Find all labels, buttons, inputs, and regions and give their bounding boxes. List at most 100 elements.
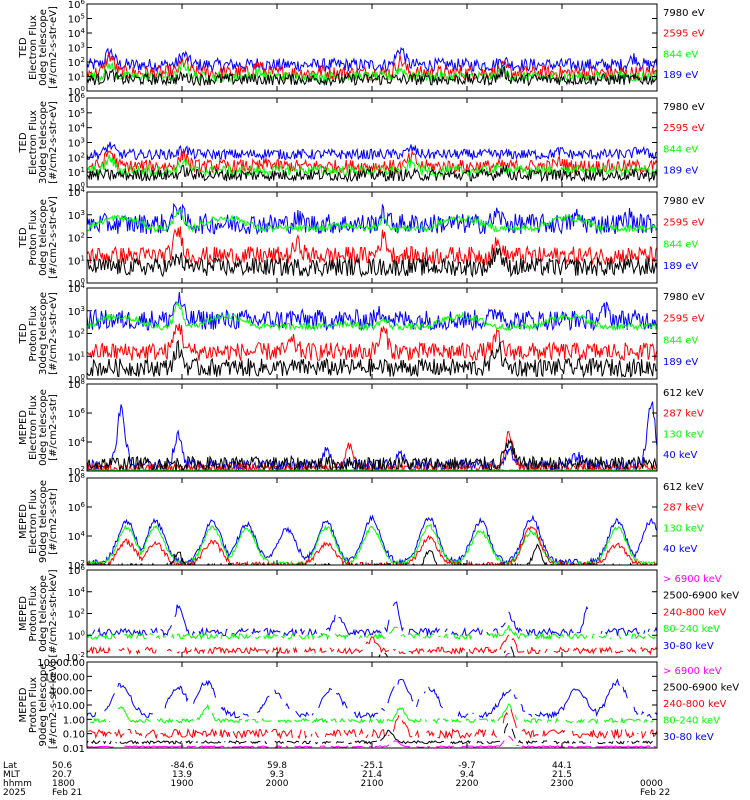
panel-7-legend-2: 2500-6900 keV [663,591,739,602]
panel-7-ytick-label: 102 [68,608,85,621]
panel-3-ytick-label: 102 [68,232,85,245]
panel-1-ytick-label: 104 [68,27,86,40]
xaxis-tick-label: 13.9 [172,770,192,780]
xaxis-tick-label: -84.6 [170,761,194,771]
panel-7-ytick-label: 10-2 [65,651,85,664]
xaxis-tick-label: -9.7 [458,761,476,771]
panel-2-ytick-label: 106 [68,92,86,105]
panel-4-ytick-label: 104 [68,282,86,295]
xaxis-row-label: Lat [3,761,18,771]
xaxis-row-label: hhmm [3,779,32,789]
panel-2-ytick-label: 100 [68,181,85,194]
panel-6-ytick-label: 102 [68,559,85,572]
panel-3: 100 101 102 103 104 TEDProton Flux0deg telesc… [18,186,705,290]
panel-8-ytick-label: 0.01 [63,744,85,755]
panel-8-data [87,678,657,748]
xaxis-tick-label: 9.3 [270,770,284,780]
panel-1-ytick-label: 101 [68,71,85,84]
panel-6-legend-1: 612 keV [663,482,704,493]
panel-3-series-2 [87,208,657,234]
panel-4-legend-3: 844 eV [663,335,698,346]
panel-7-legend-1: > 6900 keV [663,574,722,585]
panel-8-legend-1: > 6900 keV [663,666,722,677]
panel-4-legend-4: 189 eV [663,357,698,368]
panel-3-legend-2: 2595 eV [663,218,705,229]
panel-4-series-4 [87,339,657,379]
panel-1-ytick-label: 100 [68,85,85,98]
panel-3-ytick-label: 101 [68,254,85,267]
panel-5-ytick-label: 104 [68,436,86,449]
panel-6-legend-2: 287 keV [663,503,704,514]
panel-7-series-3 [87,634,657,656]
panel-2-ytick-label: 102 [68,151,85,164]
panel-7-legend-5: 30-80 keV [663,641,714,652]
panel-3-legend-4: 189 eV [663,261,698,272]
panel-7-data [87,601,657,657]
xaxis-tick-label: Feb 22 [640,788,670,798]
panel-8-legend-2: 2500-6900 keV [663,683,739,694]
panel-1-legend-2: 2595 eV [663,29,705,40]
panel-8-series-1 [87,678,657,720]
panel-2-ytick-label: 101 [68,166,85,179]
xaxis-tick-label: 50.6 [52,761,72,771]
panel-8-ytick-label: 10.00 [56,701,85,712]
panel-1-ytick-label: 103 [68,42,85,55]
panel-1-data [87,46,657,87]
panel-8: 0.01 0.10 1.00 10.00 100.00 1000.00 10000.00ME… [18,658,739,755]
panel-1-ytick-label: 102 [68,56,85,69]
xaxis-tick-label: 2000 [266,779,289,789]
panel-2-series-2 [87,148,657,175]
panel-4-ytick-label: 103 [68,305,85,318]
panel-2-series-3 [87,153,657,178]
xaxis-tick-label: 9.4 [460,770,475,780]
panel-6-ytick-label: 104 [68,530,86,543]
xaxis-tick-label: 1800 [52,779,75,789]
panel-6-frame [86,477,658,566]
panel-5-data [87,401,657,471]
xaxis-row-label: 2025 [3,788,26,798]
xaxis-tick-label: 1900 [171,779,194,789]
panel-6-legend-4: 40 keV [663,544,697,555]
panel-8-ylabel: MEPEDProton Flux90deg telescope[#/cm2-s-… [18,661,59,749]
panel-2-legend-4: 189 eV [663,166,698,177]
panel-7-legend-4: 80-240 keV [663,624,720,635]
panel-2-series-1 [87,141,657,161]
xaxis-tick-label: -25.1 [360,761,383,771]
panel-3-legend-3: 844 eV [663,239,698,250]
panel-5-legend-3: 130 keV [663,429,704,440]
panel-6-series-1 [87,514,657,565]
panel-6-legend-3: 130 keV [663,523,704,534]
panel-8-series-5 [87,735,656,748]
panel-6-ylabel: MEPEDElectron Flux90deg telescope[#/cm2-… [18,480,59,563]
panel-4-series-1 [87,292,657,332]
xaxis-tick-label: 20.7 [52,770,72,780]
panel-1-legend-4: 189 eV [663,70,698,81]
panel-1-series-1 [87,46,657,74]
panel-5-legend-1: 612 keV [663,388,704,399]
xaxis-tick-label: 0000 [640,779,663,789]
panel-5-series-1 [87,401,657,471]
panel-1-legend-1: 7980 eV [663,8,705,19]
panel-1-ytick-label: 106 [68,0,86,11]
xaxis-row-label: MLT [3,770,21,780]
panel-7-ytick-label: 106 [68,564,86,577]
panel-5-legend-2: 287 keV [663,409,704,420]
panel-7-series-2 [87,625,656,641]
panel-3-series-4 [87,247,657,278]
panel-5: 102 104 106 108 MEPEDElectron Flux0deg teles… [18,378,704,478]
panel-1-ylabel: TEDElectron Flux0deg telescope[#/cm2-s-s… [18,6,59,89]
panel-2-legend-1: 7980 eV [663,102,705,113]
panel-5-ylabel: MEPEDElectron Flux0deg telescope[#/cm2-s… [18,389,59,466]
panel-8-series-2 [90,703,654,725]
panel-2-legend-3: 844 eV [663,144,698,155]
panel-7-legend-3: 240-800 keV [663,607,727,618]
panel-6-series-2 [87,523,657,565]
panel-5-ytick-label: 102 [68,465,85,478]
panel-8-ytick-label: 1.00 [63,715,85,726]
panel-6-series-4 [87,543,653,565]
panel-1-series-4 [87,65,657,87]
panel-3-legend-1: 7980 eV [663,196,705,207]
panel-5-legend-4: 40 keV [663,450,697,461]
